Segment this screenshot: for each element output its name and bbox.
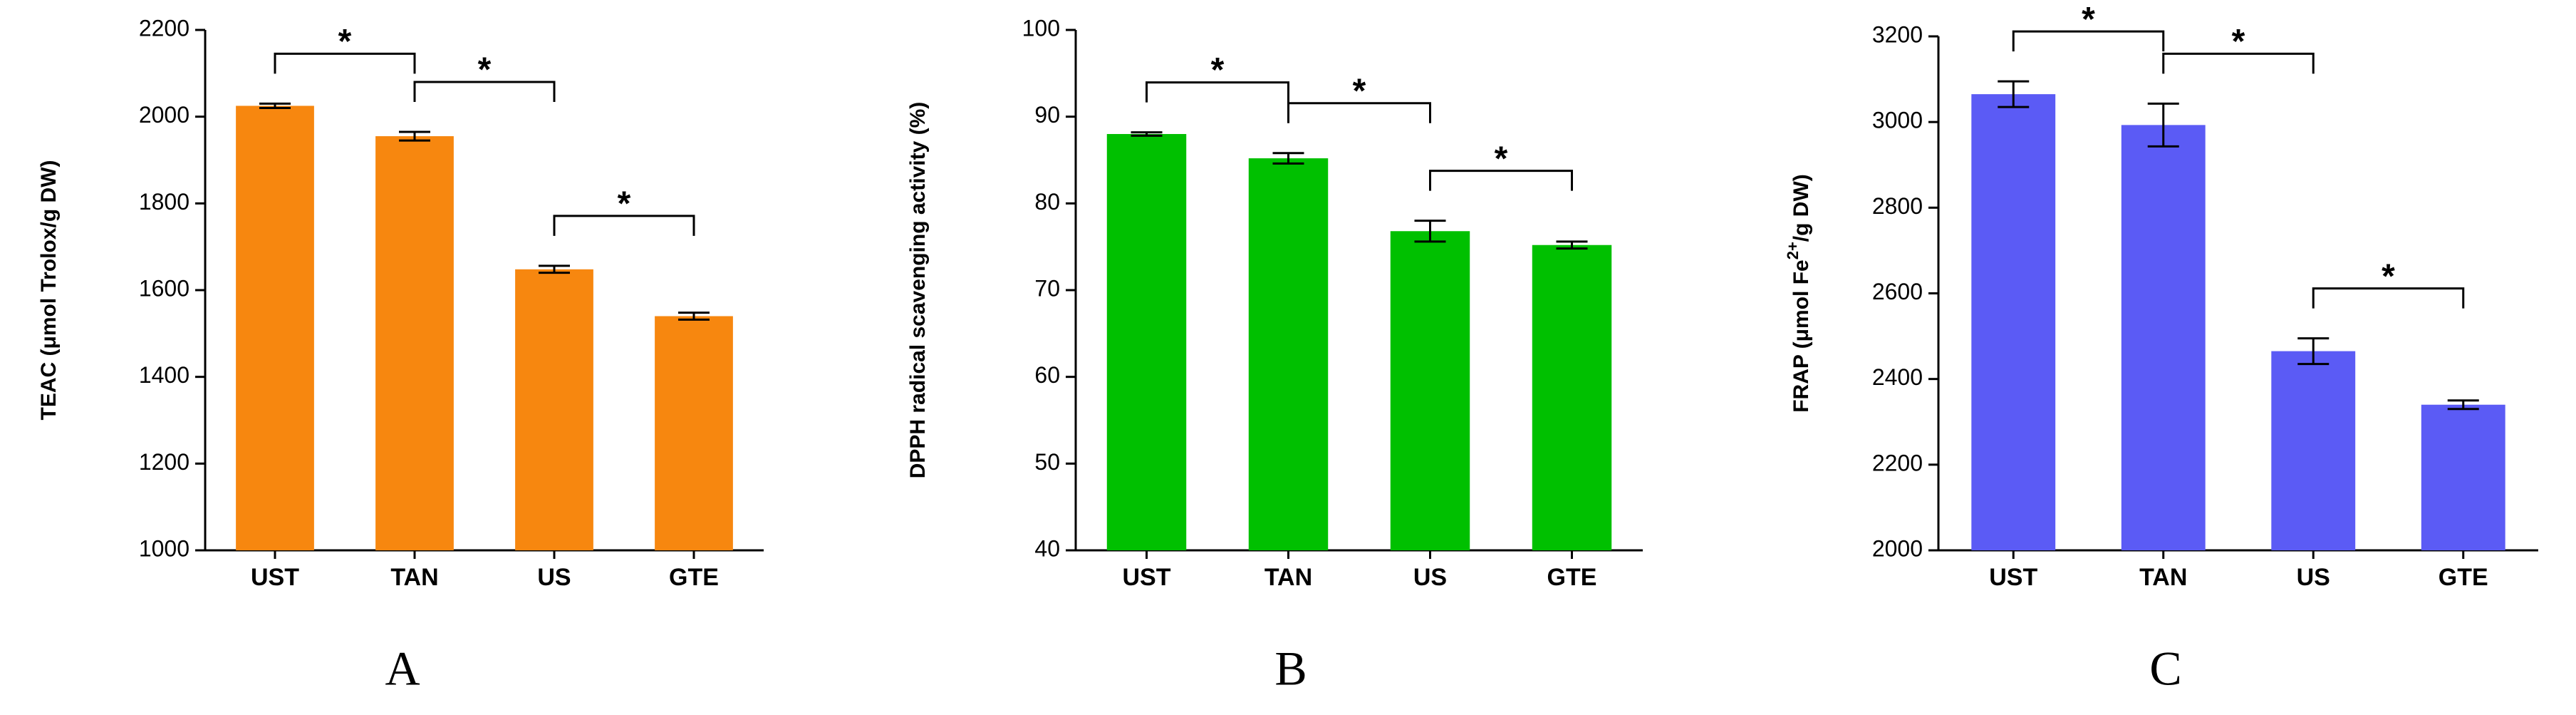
y-tick-label: 1600: [139, 275, 189, 301]
y-tick-label: 90: [1034, 102, 1060, 128]
x-tick-label: GTE: [2439, 564, 2488, 591]
bar: [2271, 351, 2356, 550]
x-tick-label: UST: [1989, 564, 2037, 591]
y-tick-label: 2200: [1872, 450, 1923, 475]
x-tick-label: UST: [251, 564, 299, 591]
bar: [1971, 94, 2056, 551]
significance-bracket: [1146, 81, 1289, 103]
y-tick-label: 1400: [139, 362, 189, 388]
bar: [375, 136, 454, 550]
y-tick-label: 2000: [1872, 535, 1923, 561]
y-tick-label: 2200: [139, 15, 189, 41]
bar: [2421, 404, 2505, 550]
y-tick-label: 2600: [1872, 279, 1923, 304]
bar: [515, 269, 593, 550]
y-tick-label: 50: [1034, 449, 1060, 475]
significance-bracket: [2012, 30, 2165, 52]
y-tick-label: 3000: [1872, 108, 1923, 133]
x-tick-label: GTE: [1547, 564, 1597, 591]
significance-label: *: [2382, 257, 2395, 295]
x-tick-label: TAN: [2139, 564, 2187, 591]
significance-bracket: [1429, 170, 1573, 191]
significance-label: *: [478, 51, 492, 89]
significance-label: *: [1495, 140, 1508, 178]
significance-bracket: [1287, 102, 1431, 123]
y-tick-label: 40: [1034, 535, 1060, 561]
error-bar: [2447, 399, 2479, 411]
y-axis-label-text: DPPH radical scavenging activity (%): [906, 102, 930, 479]
bar: [2121, 125, 2206, 550]
x-tick-label: TAN: [1264, 564, 1312, 591]
y-tick-label: 60: [1034, 362, 1060, 388]
y-axis-label-sup: 2+: [1784, 242, 1802, 259]
significance-bracket: [274, 52, 416, 74]
x-tick-label: GTE: [669, 564, 719, 591]
significance-label: *: [2082, 1, 2095, 38]
error-bar: [539, 264, 570, 274]
bar: [1390, 231, 1470, 550]
y-tick-label: 3200: [1872, 21, 1923, 47]
bar: [236, 106, 314, 551]
panel-label: B: [1274, 642, 1307, 696]
significance-label: *: [1211, 51, 1225, 89]
bar: [1248, 158, 1329, 551]
panel-label: C: [2149, 642, 2181, 696]
y-axis-label: FRAP (μmol Fe2+/g DW): [1784, 174, 1813, 413]
y-axis-label-tail: /g DW): [1790, 174, 1813, 242]
significance-bracket: [2312, 287, 2465, 309]
significance-bracket: [553, 215, 695, 236]
significance-label: *: [338, 23, 352, 61]
y-tick-label: 2400: [1872, 364, 1923, 390]
significance-bracket: [2162, 52, 2315, 74]
error-bar: [1131, 131, 1163, 137]
significance-label: *: [1353, 72, 1366, 110]
bar: [655, 316, 733, 550]
x-tick-label: US: [1413, 564, 1447, 591]
bar: [1106, 134, 1187, 550]
error-bar: [1272, 152, 1304, 165]
significance-label: *: [2232, 23, 2245, 61]
error-bar: [399, 130, 430, 142]
y-tick-label: 70: [1034, 275, 1060, 301]
y-axis-label-text: TEAC (μmol Trolox/g DW): [37, 160, 61, 421]
y-tick-label: 1800: [139, 189, 189, 215]
y-tick-label: 100: [1022, 15, 1060, 41]
significance-bracket: [413, 81, 556, 102]
y-axis-label-text: FRAP (μmol Fe: [1790, 259, 1813, 412]
y-axis-label: DPPH radical scavenging activity (%): [906, 102, 930, 479]
error-bar: [2297, 337, 2330, 366]
y-tick-label: 2800: [1872, 193, 1923, 219]
x-tick-label: UST: [1123, 564, 1171, 591]
y-tick-label: 1000: [139, 535, 189, 561]
error-bar: [1414, 220, 1446, 243]
error-bar: [1998, 80, 2030, 108]
panel-label: A: [385, 642, 420, 696]
y-tick-label: 2000: [139, 102, 189, 128]
error-bar: [678, 312, 710, 321]
y-axis-label: TEAC (μmol Trolox/g DW): [37, 160, 61, 421]
error-bar: [2147, 102, 2179, 148]
x-tick-label: TAN: [390, 564, 438, 591]
error-bar: [1556, 240, 1588, 250]
x-tick-label: US: [2297, 564, 2330, 591]
error-bar: [259, 102, 291, 109]
y-tick-label: 80: [1034, 189, 1060, 215]
bar: [1532, 245, 1612, 550]
significance-label: *: [618, 185, 631, 223]
y-tick-label: 1200: [139, 449, 189, 475]
x-tick-label: US: [537, 564, 571, 591]
